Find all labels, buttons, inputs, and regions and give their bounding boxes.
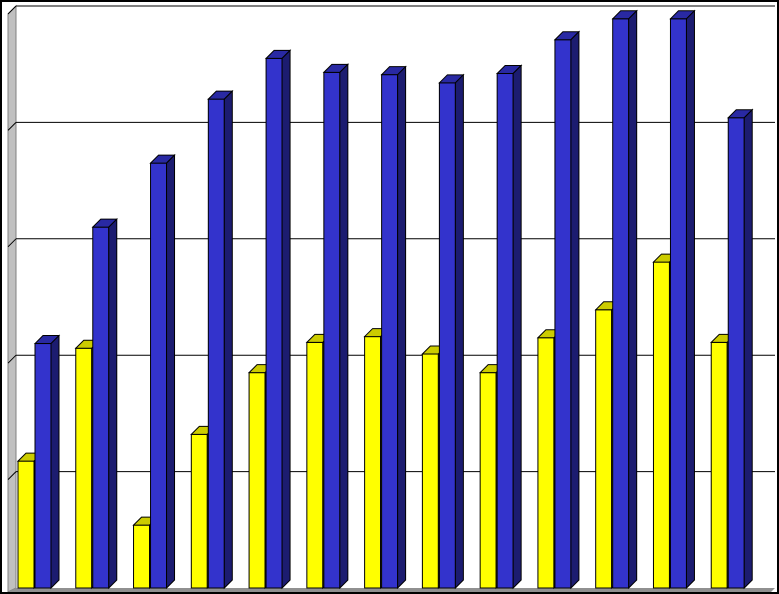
bar-front — [323, 71, 341, 589]
bar-front — [595, 309, 613, 589]
bar-side — [512, 64, 522, 590]
bar-front — [265, 57, 283, 589]
bar-front — [17, 460, 35, 589]
bar-side — [339, 63, 349, 590]
bar-front — [479, 372, 497, 589]
bar-side — [281, 49, 291, 590]
bar-side — [743, 108, 753, 590]
bar-series-2-category-10 — [553, 30, 581, 590]
bar-front — [75, 347, 93, 589]
bar-side — [570, 30, 580, 590]
bar-series-2-category-7 — [380, 65, 407, 590]
bar-side — [685, 9, 695, 590]
bar-side — [397, 65, 407, 590]
gridline-depth — [7, 238, 17, 248]
gridline-depth — [7, 5, 17, 15]
bar-front — [612, 18, 630, 589]
bar-front — [554, 39, 572, 589]
bar-side — [454, 73, 464, 590]
bar-side — [108, 217, 118, 590]
bar-front — [150, 162, 168, 589]
bar-front — [438, 82, 456, 589]
gridline-depth — [7, 122, 17, 131]
bar-series-2-category-12 — [669, 9, 696, 590]
bar-series-2-category-5 — [264, 49, 292, 590]
bar-series-2-category-3 — [149, 153, 176, 590]
bar-series-2-category-8 — [438, 73, 465, 590]
bar-front — [248, 372, 266, 589]
bar-front — [133, 524, 151, 589]
bar-side — [50, 334, 60, 590]
side-wall — [7, 4, 17, 592]
bar-front — [190, 433, 208, 589]
bar-side — [166, 153, 176, 590]
bar-front — [652, 261, 670, 589]
bar-series-2-category-4 — [207, 89, 234, 590]
bar-front — [306, 341, 324, 589]
bar-front — [421, 353, 439, 589]
bar-front — [381, 74, 399, 589]
bars — [16, 9, 754, 590]
bar-series-2-category-9 — [495, 64, 523, 590]
bar-series-2-category-2 — [91, 217, 118, 590]
floor — [8, 588, 775, 592]
bar-series-2-category-1 — [33, 334, 61, 590]
bar-side — [223, 89, 233, 590]
gridline-depth — [7, 471, 17, 480]
bar-front — [92, 226, 110, 589]
bar-series-2-category-13 — [727, 108, 754, 590]
bar-front — [34, 343, 52, 589]
chart-walls — [7, 4, 775, 592]
bar-front — [496, 73, 514, 589]
bar-front — [727, 117, 745, 589]
bar-front — [710, 341, 728, 589]
bar-front — [207, 98, 225, 589]
bar-series-2-category-6 — [322, 63, 350, 590]
bar-front — [669, 18, 687, 589]
bar-front — [537, 337, 555, 589]
gridline-depth — [7, 354, 17, 364]
bar-series-2-category-11 — [611, 9, 638, 590]
bar-front — [364, 336, 382, 589]
bar-side — [628, 9, 638, 590]
